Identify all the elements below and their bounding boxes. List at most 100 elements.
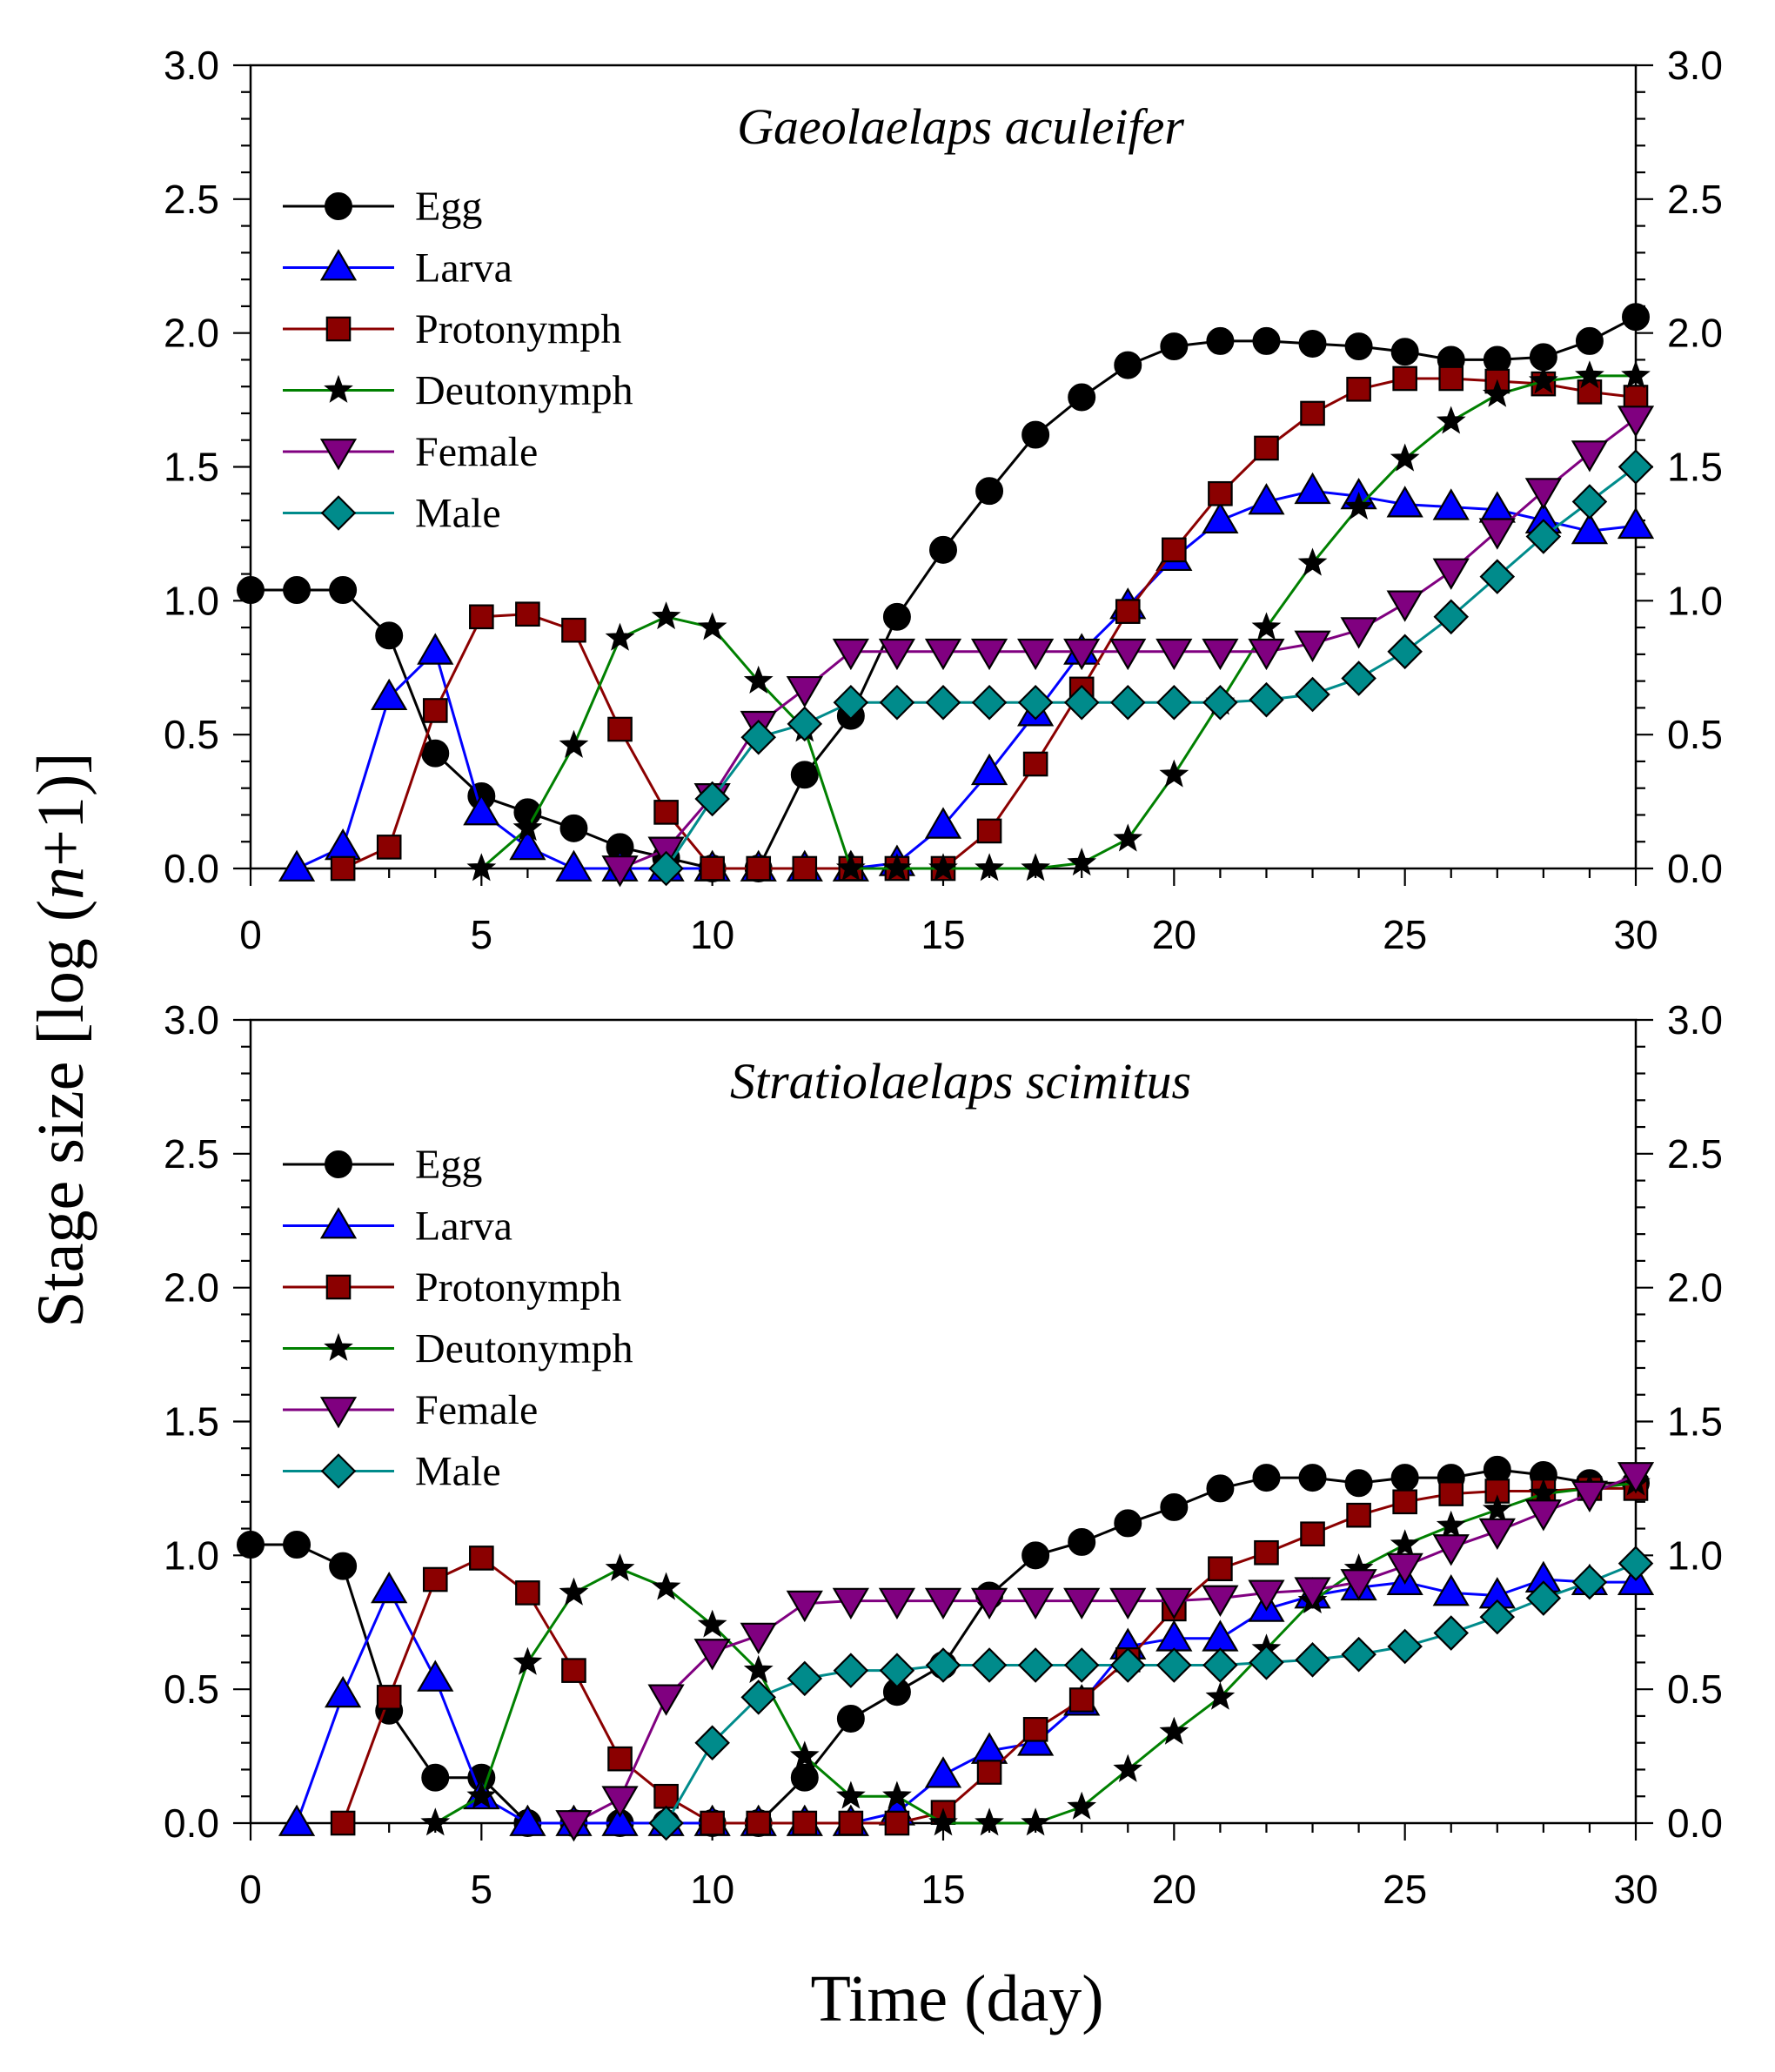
data-point-egg <box>1206 1474 1235 1503</box>
data-point-protonymph <box>1208 1556 1233 1582</box>
data-point-male <box>1017 1647 1054 1683</box>
chart-title: Stratiolaelaps scimitus <box>730 1053 1191 1110</box>
y-right-tick-label: 1.5 <box>1667 1399 1723 1445</box>
data-point-male <box>648 850 684 887</box>
data-point-male <box>1156 684 1192 721</box>
x-tick-label: 25 <box>1383 1867 1427 1912</box>
data-point-deutonymph <box>928 1807 958 1836</box>
x-axis-title: Time (day) <box>810 1962 1103 2035</box>
data-point-protonymph <box>976 1760 1002 1785</box>
data-point-egg <box>975 477 1004 506</box>
y-right-tick-label: 2.0 <box>1667 311 1723 356</box>
data-point-female <box>832 1587 869 1620</box>
data-point-larva <box>1202 1619 1239 1652</box>
data-point-deutonymph <box>1390 443 1420 472</box>
legend-label-protonymph: Protonymph <box>415 306 621 352</box>
data-point-egg <box>1344 1469 1373 1498</box>
data-point-protonymph <box>1346 1502 1371 1528</box>
y-right-tick-label: 3.0 <box>1667 43 1723 88</box>
data-point-larva <box>417 1660 454 1692</box>
data-point-larva <box>509 1804 546 1836</box>
data-point-larva <box>1478 491 1516 523</box>
data-point-egg <box>1298 1464 1327 1492</box>
data-point-larva <box>1202 501 1239 533</box>
data-point-egg <box>1160 332 1189 361</box>
data-point-protonymph <box>1254 1539 1279 1566</box>
data-point-deutonymph <box>605 622 635 651</box>
data-point-larva <box>463 794 500 826</box>
x-tick-label: 25 <box>1383 912 1427 957</box>
data-point-protonymph <box>653 1783 679 1809</box>
data-point-female <box>1017 1587 1055 1620</box>
legend-marker-protonymph <box>325 1274 352 1300</box>
legend-label-egg: Egg <box>415 184 482 230</box>
legend: Egg Larva Protonymph Deutonymph Female Male <box>283 1142 633 1495</box>
data-point-male <box>1109 684 1146 721</box>
data-point-deutonymph <box>1621 360 1651 389</box>
data-point-male <box>1063 1647 1100 1683</box>
data-point-female <box>832 638 869 671</box>
data-point-larva <box>1248 483 1285 515</box>
y-tick-label: 1.0 <box>164 1532 219 1578</box>
x-tick-label: 10 <box>690 1867 734 1912</box>
data-point-male <box>1341 660 1376 696</box>
data-point-female <box>1340 617 1377 649</box>
y-tick-label: 0.5 <box>164 712 219 757</box>
y-tick-label: 3.0 <box>164 43 219 88</box>
y-right-tick-label: 0.5 <box>1667 712 1723 757</box>
series-male <box>648 1546 1654 1841</box>
x-tick-label: 15 <box>921 1867 965 1912</box>
data-point-egg <box>1344 332 1373 361</box>
data-point-deutonymph <box>1482 379 1512 407</box>
data-point-deutonymph <box>975 1807 1004 1836</box>
data-point-larva <box>371 1571 408 1604</box>
y-right-tick-label: 2.5 <box>1667 1131 1723 1177</box>
y-tick-label: 0.0 <box>164 1800 219 1846</box>
data-point-female <box>924 638 962 671</box>
data-point-protonymph <box>376 1685 402 1710</box>
data-point-female <box>1294 1577 1331 1609</box>
data-point-protonymph <box>1577 379 1603 405</box>
y-tick-label: 0.5 <box>164 1666 219 1712</box>
y-right-tick-label: 1.0 <box>1667 578 1723 623</box>
data-point-female <box>1155 1587 1193 1620</box>
data-point-protonymph <box>792 1810 818 1836</box>
data-point-deutonymph <box>1021 1807 1051 1836</box>
legend-label-egg: Egg <box>415 1142 482 1188</box>
data-point-female <box>1248 1579 1285 1612</box>
data-point-deutonymph <box>743 1654 774 1683</box>
data-point-larva <box>371 678 408 711</box>
data-point-male <box>1479 559 1516 594</box>
data-point-female <box>1202 1585 1239 1617</box>
data-point-deutonymph <box>1021 853 1051 882</box>
data-point-female <box>1386 1552 1423 1586</box>
y-tick-label: 1.0 <box>164 578 219 623</box>
data-point-larva <box>924 1756 962 1788</box>
data-point-protonymph <box>1438 1481 1464 1506</box>
data-point-deutonymph <box>1067 848 1097 876</box>
data-point-male <box>1109 1647 1146 1683</box>
data-point-female <box>786 1590 823 1623</box>
data-point-deutonymph <box>512 1646 543 1675</box>
data-point-female <box>1524 1499 1562 1532</box>
data-point-egg <box>1160 1492 1189 1521</box>
data-point-female <box>970 638 1008 671</box>
data-point-egg <box>882 602 911 631</box>
data-point-protonymph <box>330 1810 356 1836</box>
series-male <box>648 449 1654 887</box>
data-point-male <box>1249 1645 1284 1680</box>
series-line-male <box>665 1562 1637 1824</box>
y-right-tick-label: 0.0 <box>1667 846 1723 891</box>
data-point-deutonymph <box>697 1609 727 1638</box>
y-tick-label: 1.5 <box>164 1399 219 1445</box>
y-right-tick-label: 3.0 <box>1667 997 1723 1043</box>
legend-label-female: Female <box>415 1387 538 1433</box>
series-female <box>555 1462 1655 1842</box>
series-line-female <box>573 1473 1637 1825</box>
data-point-female <box>1109 638 1147 671</box>
data-point-deutonymph <box>651 601 681 630</box>
data-point-protonymph <box>1300 1521 1325 1547</box>
data-point-female <box>1017 638 1055 671</box>
data-point-deutonymph <box>1159 759 1189 788</box>
